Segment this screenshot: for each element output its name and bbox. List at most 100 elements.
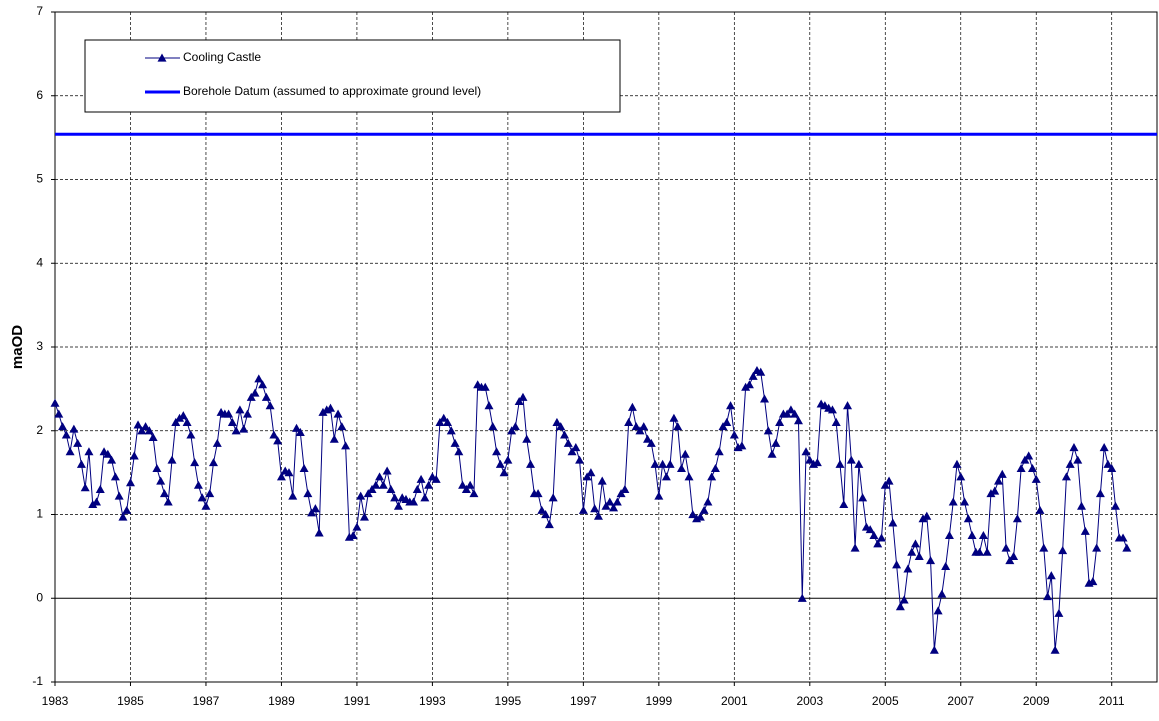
data-point	[1039, 543, 1049, 552]
data-point	[480, 382, 490, 391]
data-point	[1103, 459, 1113, 468]
data-point	[318, 407, 328, 416]
data-point	[737, 441, 747, 450]
data-point	[137, 426, 147, 435]
data-point	[797, 593, 807, 602]
data-point	[616, 489, 626, 498]
data-point	[892, 560, 902, 569]
x-tick-label: 1983	[42, 694, 69, 708]
y-tick-label: 2	[36, 423, 43, 437]
data-point	[329, 434, 339, 443]
data-point	[1058, 546, 1068, 555]
data-point	[533, 489, 543, 498]
data-point	[224, 409, 234, 418]
data-point	[571, 443, 581, 452]
data-point	[937, 589, 947, 598]
data-point	[125, 478, 135, 487]
data-point	[1092, 543, 1102, 552]
data-point	[424, 480, 434, 489]
data-point	[609, 503, 619, 512]
data-point	[273, 436, 283, 445]
data-point	[65, 447, 75, 456]
data-point	[801, 447, 811, 456]
data-point	[707, 472, 717, 481]
data-point	[299, 463, 309, 473]
data-point	[390, 493, 400, 502]
data-point	[484, 401, 494, 410]
y-tick-label: 1	[36, 507, 43, 521]
data-point	[978, 530, 988, 540]
x-tick-label: 2007	[947, 694, 974, 708]
data-point	[548, 493, 558, 502]
legend-label: Cooling Castle	[183, 50, 261, 64]
data-point	[726, 401, 736, 410]
data-point	[190, 458, 200, 467]
data-point	[1095, 489, 1105, 498]
data-point	[846, 455, 856, 464]
data-point	[333, 409, 343, 418]
data-point	[431, 474, 441, 483]
data-point	[1027, 463, 1037, 473]
x-tick-label: 2011	[1099, 694, 1125, 708]
data-point	[303, 489, 313, 498]
data-point	[703, 497, 713, 506]
data-point	[393, 501, 403, 510]
data-point	[1077, 501, 1087, 510]
data-point	[284, 468, 294, 477]
x-tick-label: 1995	[495, 694, 522, 708]
data-point	[944, 530, 954, 540]
data-point	[718, 422, 728, 431]
data-point	[209, 458, 219, 467]
data-point	[1110, 501, 1120, 510]
data-point	[884, 476, 894, 485]
data-point	[688, 510, 698, 519]
data-point	[133, 420, 143, 429]
data-point	[171, 417, 181, 426]
data-point	[858, 493, 868, 502]
data-point	[805, 455, 815, 464]
data-point	[680, 449, 690, 458]
data-point	[1009, 551, 1019, 560]
data-point	[375, 472, 385, 481]
data-point	[669, 413, 679, 422]
data-point	[903, 564, 913, 573]
data-point	[578, 505, 588, 514]
data-point	[167, 455, 177, 464]
data-point	[812, 458, 822, 467]
data-point	[1099, 443, 1109, 452]
data-point	[235, 405, 245, 414]
data-point	[620, 484, 630, 493]
data-point	[590, 504, 600, 513]
data-point	[782, 409, 792, 418]
data-point	[242, 409, 252, 418]
data-point	[771, 438, 781, 447]
data-point	[69, 424, 79, 433]
data-point	[122, 505, 132, 514]
data-point	[341, 441, 351, 450]
data-point	[159, 489, 169, 498]
x-tick-label: 2001	[721, 694, 748, 708]
data-point	[348, 530, 358, 540]
data-point	[941, 561, 951, 571]
data-point	[107, 455, 117, 464]
data-point	[114, 491, 124, 500]
data-point	[767, 449, 777, 458]
data-point	[1054, 608, 1064, 617]
data-point	[990, 486, 1000, 495]
data-point	[269, 430, 279, 439]
data-point	[654, 491, 664, 500]
data-point	[827, 405, 837, 414]
data-point	[307, 508, 317, 517]
data-point	[412, 484, 422, 493]
data-point	[676, 463, 686, 473]
data-point	[92, 497, 102, 506]
data-point	[612, 497, 622, 506]
x-tick-label: 1993	[419, 694, 446, 708]
data-point	[646, 438, 656, 447]
data-point	[786, 405, 796, 414]
x-tick-label: 2003	[796, 694, 823, 708]
data-point	[510, 422, 520, 431]
data-point	[1012, 514, 1022, 523]
data-point	[597, 476, 607, 485]
data-point	[559, 430, 569, 439]
